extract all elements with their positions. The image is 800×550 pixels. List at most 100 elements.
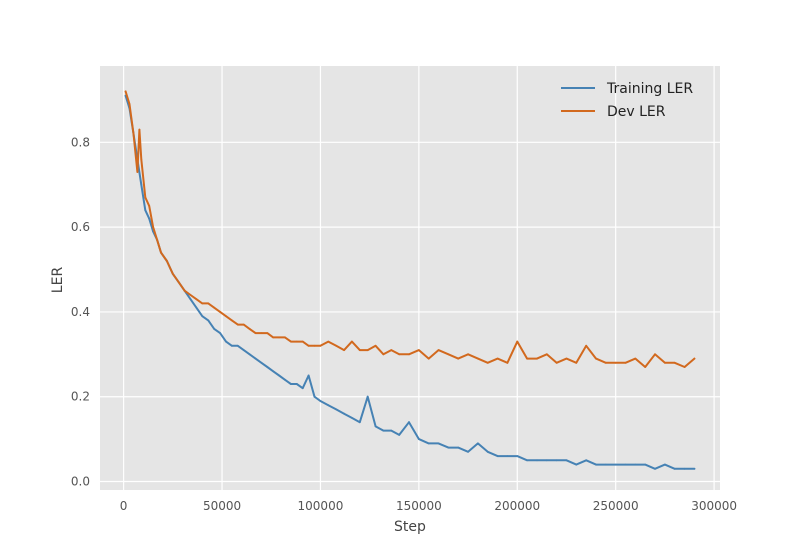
data-point-training-ler [418,438,420,440]
data-point-training-ler [319,400,322,402]
data-point-training-ler [307,374,310,377]
data-point-training-ler [634,463,637,466]
data-point-dev-ler [418,349,420,351]
data-point-training-ler [536,459,538,462]
data-point-dev-ler [236,323,239,326]
series-line-dev-ler [124,90,696,368]
data-point-dev-ler [248,328,251,330]
data-point-dev-ler [266,332,269,334]
data-point-dev-ler [166,260,168,262]
data-point-training-ler [673,467,676,470]
data-point-dev-ler [536,357,538,360]
x-tick-label: 50000 [203,499,241,513]
data-point-dev-ler [585,344,588,347]
data-point-dev-ler [272,336,275,339]
x-axis-label: Step [394,519,426,535]
data-point-dev-ler [343,349,345,351]
data-point-dev-ler [128,103,131,106]
plot-background [100,66,720,490]
data-point-dev-ler [624,361,627,364]
data-point-training-ler [284,378,286,381]
data-point-training-ler [189,298,192,301]
data-point-dev-ler [644,366,647,368]
data-point-dev-ler [447,353,450,356]
data-point-dev-ler [408,353,410,356]
data-point-training-ler [225,340,227,343]
data-point-dev-ler [124,90,127,93]
data-point-training-ler [693,467,696,470]
data-point-dev-ler [693,357,696,360]
data-point-training-ler [254,357,257,360]
data-point-training-ler [343,412,345,415]
data-point-dev-ler [138,128,141,131]
data-point-dev-ler [160,251,162,254]
data-point-training-ler [335,408,338,411]
data-point-dev-ler [319,344,322,347]
data-point-training-ler [664,463,666,466]
data-point-training-ler [595,463,597,466]
data-point-training-ler [313,395,316,398]
data-point-dev-ler [177,281,180,284]
data-point-training-ler [555,459,558,462]
y-axis-label: LER [50,267,66,294]
data-point-training-ler [654,467,656,470]
data-point-dev-ler [136,171,139,173]
legend-label-training-ler: Training LER [606,81,693,97]
data-point-training-ler [195,306,198,309]
data-point-dev-ler [219,311,222,313]
x-tick-label: 100000 [298,499,344,513]
data-point-dev-ler [457,357,460,360]
data-point-training-ler [585,459,588,462]
data-point-dev-ler [144,196,147,199]
data-point-training-ler [398,434,401,436]
data-point-training-ler [358,421,361,424]
data-point-training-ler [516,455,519,457]
data-point-dev-ler [290,340,292,343]
data-point-dev-ler [604,361,607,364]
data-point-dev-ler [307,344,310,347]
x-tick-label: 0 [120,499,128,513]
data-point-dev-ler [295,340,298,343]
data-point-training-ler [148,217,151,220]
data-point-dev-ler [189,294,192,296]
data-point-training-ler [242,349,245,351]
x-tick-label: 150000 [396,499,442,513]
data-point-training-ler [575,463,578,466]
data-point-training-ler [506,455,509,457]
data-point-dev-ler [156,238,159,241]
data-point-dev-ler [545,353,548,356]
data-point-dev-ler [467,353,469,356]
data-point-dev-ler [437,349,440,351]
data-point-dev-ler [374,344,377,347]
data-point-dev-ler [575,361,578,364]
data-point-dev-ler [382,353,385,356]
data-point-training-ler [366,395,369,398]
data-point-dev-ler [152,226,155,229]
data-point-training-ler [496,455,499,457]
data-point-dev-ler [148,205,151,207]
data-point-dev-ler [278,336,280,339]
data-point-dev-ler [301,340,304,343]
series-layer [124,90,696,470]
data-point-training-ler [295,383,298,385]
data-point-training-ler [301,387,304,390]
data-point-dev-ler [284,336,286,339]
data-point-dev-ler [171,272,174,275]
data-point-dev-ler [183,289,186,292]
data-point-dev-ler [477,357,479,360]
data-point-dev-ler [254,332,257,334]
data-point-dev-ler [506,361,509,364]
x-tick-label: 250000 [593,499,639,513]
data-point-training-ler [207,319,210,322]
data-point-training-ler [248,353,251,356]
data-point-dev-ler [195,298,198,301]
y-tick-label: 0.0 [71,475,90,489]
data-point-training-ler [144,209,147,212]
data-point-dev-ler [654,353,656,356]
data-point-training-ler [213,328,216,330]
data-point-training-ler [382,429,385,432]
data-point-training-ler [427,442,430,445]
data-point-training-ler [457,446,460,449]
data-point-dev-ler [634,357,637,360]
